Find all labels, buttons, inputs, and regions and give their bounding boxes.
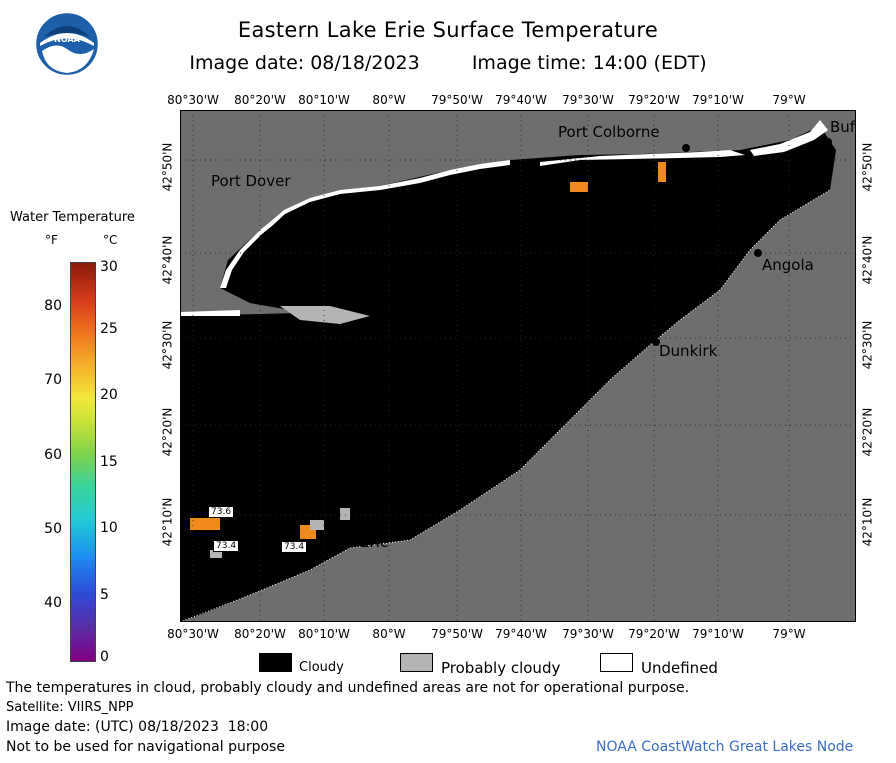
lon-label: 79°20'W [628, 627, 680, 641]
lon-label: 79°W [772, 93, 806, 107]
probably-cloudy-speck [340, 508, 350, 520]
disclaimer-text: The temperatures in cloud, probably clou… [6, 680, 690, 696]
tick-c: 5 [100, 587, 109, 603]
lat-label: 42°20'N [860, 407, 875, 457]
tick-c: 20 [100, 387, 118, 403]
lon-label: 79°40'W [495, 627, 547, 641]
lake-cloud-cover [180, 126, 836, 622]
temperature-data-label: 73.6 [208, 506, 235, 518]
city-dot-port-colborne [682, 144, 690, 152]
image-subtitle: Image date: 08/18/2023 Image time: 14:00… [0, 52, 896, 74]
tick-c: 15 [100, 454, 118, 470]
lon-label: 79°40'W [495, 93, 547, 107]
lat-label: 42°50'N [160, 142, 175, 192]
lon-label: 80°20'W [234, 627, 286, 641]
city-label-port-colborne: Port Colborne [558, 123, 660, 141]
warm-water-spot [658, 162, 666, 182]
lon-label: 79°20'W [628, 93, 680, 107]
temperature-data-label: 73.4 [213, 540, 240, 552]
city-dot-buffalo [824, 138, 832, 146]
lon-label: 80°10'W [298, 627, 350, 641]
image-date: Image date: 08/18/2023 [189, 52, 420, 74]
city-dot-dunkirk [652, 338, 660, 346]
tick-c: 30 [100, 259, 118, 275]
lon-label: 79°30'W [562, 627, 614, 641]
lat-label: 42°30'N [160, 320, 175, 370]
lat-label: 42°10'N [860, 497, 875, 547]
lon-label: 79°10'W [692, 93, 744, 107]
lon-label: 80°30'W [167, 627, 219, 641]
city-label-buffalo: Buf [830, 118, 856, 136]
satellite-text: Satellite: VIIRS_NPP [6, 700, 134, 715]
cloudy-label: Cloudy [299, 660, 344, 675]
undefined-north-shore-east [540, 150, 745, 166]
credit-text: NOAA CoastWatch Great Lakes Node [596, 739, 854, 755]
noaa-logo-icon: NOAA [36, 13, 98, 75]
tick-c: 0 [100, 649, 109, 665]
navigation-warning: Not to be used for navigational purpose [6, 739, 285, 755]
temperature-data-label: 73.4 [281, 541, 308, 553]
tick-c: 25 [100, 321, 118, 337]
city-label-port-dover: Port Dover [211, 172, 291, 190]
probably-cloudy-swatch [400, 653, 433, 672]
unit-celsius: °C [103, 233, 118, 247]
lon-label: 80°W [372, 93, 406, 107]
lake-erie-map: Port Colborne Buf Port Dover Angola Dunk… [179, 110, 856, 623]
lat-label: 42°40'N [860, 235, 875, 285]
lon-label: 79°10'W [692, 627, 744, 641]
noaa-logo-text: NOAA [54, 35, 80, 44]
lon-label: 80°20'W [234, 93, 286, 107]
page-title: Eastern Lake Erie Surface Temperature [237, 18, 659, 42]
south-coastline [179, 189, 831, 623]
tick-c: 10 [100, 520, 118, 536]
undefined-buffalo [750, 120, 828, 156]
lon-label: 80°W [372, 627, 406, 641]
cloudy-swatch [259, 653, 292, 672]
tick-f: 60 [44, 447, 62, 463]
lon-label: 79°50'W [431, 93, 483, 107]
lon-label: 79°30'W [562, 93, 614, 107]
city-dot-angola [754, 249, 762, 257]
probably-cloudy-speck [310, 520, 324, 530]
city-label-angola: Angola [762, 256, 814, 274]
lon-label: 80°30'W [167, 93, 219, 107]
undefined-label: Undefined [641, 659, 718, 677]
undefined-west-shore [180, 310, 240, 316]
probably-cloudy-speck [210, 550, 222, 558]
lon-label: 79°50'W [431, 627, 483, 641]
lat-label: 42°10'N [160, 497, 175, 547]
lat-label: 42°20'N [160, 407, 175, 457]
city-dot-erie [348, 530, 356, 538]
tick-f: 80 [44, 298, 62, 314]
warm-water-spot [190, 518, 220, 530]
city-label-erie: Erie [360, 533, 390, 551]
lat-label: 42°50'N [860, 142, 875, 192]
graticule [180, 110, 856, 622]
undefined-swatch [600, 653, 633, 672]
city-label-dunkirk: Dunkirk [659, 342, 718, 360]
legend-title: Water Temperature [10, 210, 135, 225]
warm-water-spot [570, 182, 588, 192]
unit-fahrenheit: °F [45, 233, 58, 247]
tick-f: 40 [44, 595, 62, 611]
image-time: Image time: 14:00 (EDT) [471, 52, 707, 74]
temperature-colorbar [70, 262, 96, 662]
probably-cloudy-long-point [280, 306, 370, 324]
tick-f: 50 [44, 521, 62, 537]
lon-label: 80°10'W [298, 93, 350, 107]
lat-label: 42°40'N [160, 235, 175, 285]
lon-label: 79°W [772, 627, 806, 641]
lat-label: 42°30'N [860, 320, 875, 370]
probably-cloudy-label: Probably cloudy [441, 659, 561, 677]
utc-date-text: Image date: (UTC) 08/18/2023 18:00 [6, 719, 269, 735]
tick-f: 70 [44, 372, 62, 388]
